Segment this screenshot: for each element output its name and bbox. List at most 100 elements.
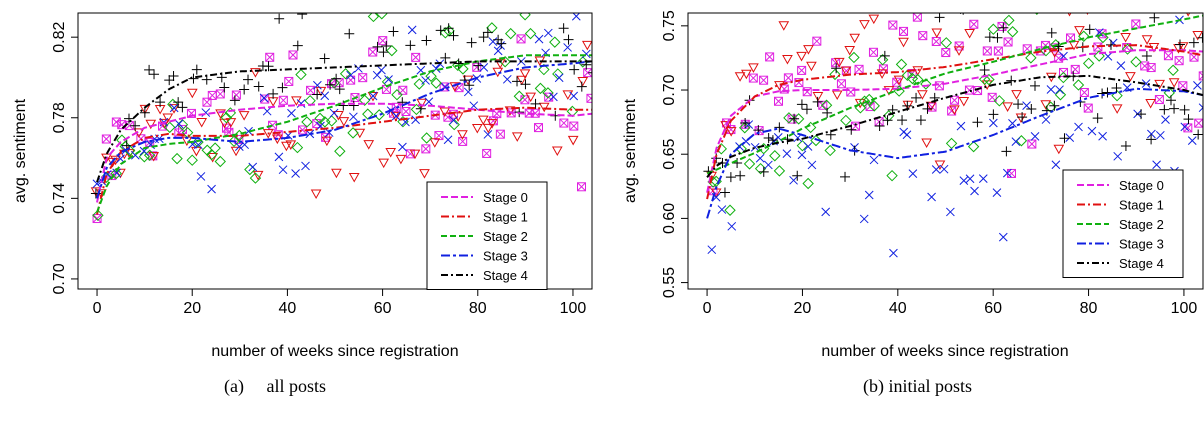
scatter-point <box>577 182 587 192</box>
x-tick-label: 80 <box>469 300 487 317</box>
scatter-point <box>1041 115 1051 124</box>
scatter-point <box>1186 13 1191 17</box>
scatter-point <box>958 97 970 107</box>
scatter-point <box>398 142 407 152</box>
scatter-point <box>941 48 951 58</box>
scatter-point <box>1059 133 1070 144</box>
scatter-point <box>1146 134 1157 145</box>
scatter-point <box>339 68 352 80</box>
scatter-point <box>773 165 786 177</box>
scatter-point <box>288 50 298 60</box>
scatter-point <box>922 103 933 114</box>
scatter-point <box>139 107 150 118</box>
scatter-point <box>1006 26 1019 38</box>
scatter-point <box>1180 122 1190 132</box>
scatter-point <box>765 52 775 62</box>
scatter-point <box>552 68 564 80</box>
scatter-point <box>987 23 1000 35</box>
scatter-point <box>169 103 179 113</box>
scatter-point <box>1130 56 1142 68</box>
scatter-point <box>1197 32 1203 43</box>
scatter-point <box>711 153 722 164</box>
scatter-point <box>496 38 507 49</box>
scatter-point <box>148 151 160 162</box>
scatter-point <box>130 120 141 131</box>
scatter-point <box>953 46 965 56</box>
scatter-point <box>939 164 949 174</box>
scatter-point <box>149 69 160 80</box>
scatter-point <box>1121 43 1134 55</box>
scatter-point <box>1165 95 1176 106</box>
scatter-point <box>155 97 166 108</box>
scatter-point <box>588 72 592 74</box>
scatter-point <box>806 61 817 72</box>
fit-lines-layer <box>706 14 1203 219</box>
scatter-point <box>893 75 905 86</box>
scatter-point <box>377 65 386 75</box>
scatter-point <box>741 69 752 80</box>
scatter-point <box>439 107 451 118</box>
y-axis-label: avg. sentiment <box>622 98 639 203</box>
scatter-point <box>559 118 569 128</box>
scatter-point <box>482 148 492 158</box>
scatter-point <box>499 56 511 68</box>
scatter-point <box>1030 132 1040 141</box>
scatter-point <box>305 129 315 139</box>
scatter-point <box>934 160 946 171</box>
scatter-point <box>567 135 579 146</box>
scatter-point <box>440 52 451 63</box>
scatter-point <box>274 152 284 162</box>
scatter-point <box>854 64 864 74</box>
scatter-point <box>940 37 953 49</box>
scatter-point <box>238 111 250 121</box>
scatter-point <box>1192 0 1202 4</box>
scatter-point <box>725 172 736 183</box>
scatter-point <box>970 186 979 196</box>
scatter-point <box>792 170 803 181</box>
scatter-point <box>927 192 936 202</box>
fit-line <box>96 54 592 213</box>
scatter-point <box>1178 81 1188 91</box>
scatter-point <box>967 140 980 153</box>
scatter-point <box>821 207 831 217</box>
scatter-point <box>797 150 807 160</box>
x-tick-label: 60 <box>984 300 1002 317</box>
scatter-point <box>191 64 202 75</box>
scatter-point <box>562 90 574 100</box>
scatter-point <box>1177 42 1189 52</box>
scatter-point <box>783 112 795 124</box>
scatter-point <box>449 115 458 125</box>
scatter-point <box>949 105 960 115</box>
scatter-point <box>1187 136 1197 145</box>
scatter-point <box>1034 13 1039 15</box>
legend-label: Stage 0 <box>483 190 528 205</box>
scatter-point <box>1002 168 1012 178</box>
scatter-point <box>519 69 531 79</box>
scatter-point <box>373 109 385 121</box>
scatter-point <box>1078 30 1090 42</box>
x-tick-label: 40 <box>889 300 907 317</box>
scatter-point <box>1015 113 1027 124</box>
scatter-point <box>1154 79 1165 90</box>
scatter-point <box>858 95 871 107</box>
scatter-point <box>954 41 964 51</box>
scatter-point <box>549 92 558 102</box>
scatter-point <box>413 78 425 90</box>
scatter-point <box>171 152 183 165</box>
scatter-point <box>577 76 589 87</box>
scatter-point <box>993 46 1003 56</box>
scatter-point <box>329 108 339 118</box>
scatter-point <box>325 115 338 127</box>
scatter-point <box>1125 72 1136 82</box>
scatter-point <box>301 161 310 171</box>
scatter-point <box>1154 95 1164 105</box>
x-tick-label: 60 <box>374 300 392 317</box>
legend-label: Stage 2 <box>1119 217 1164 232</box>
scatter-point <box>513 90 526 102</box>
scatter-point <box>306 85 316 95</box>
scatter-point <box>1053 144 1065 155</box>
y-tick-label: 0.75 <box>661 10 678 41</box>
scatter-point <box>292 40 303 51</box>
scatter-point <box>859 20 870 30</box>
scatter-point <box>1003 37 1013 47</box>
